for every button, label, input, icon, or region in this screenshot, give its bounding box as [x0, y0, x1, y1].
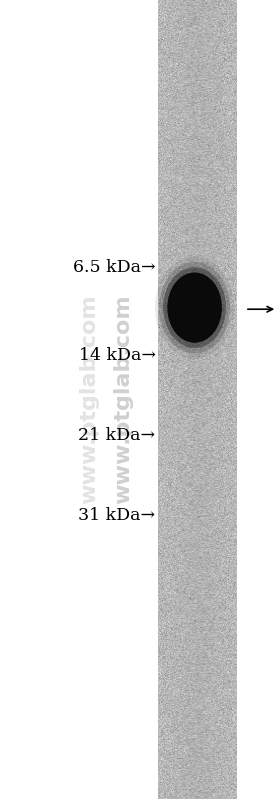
Text: 6.5 kDa→: 6.5 kDa→: [73, 259, 155, 276]
Text: www.ptglab.com: www.ptglab.com: [113, 295, 133, 504]
Ellipse shape: [159, 262, 230, 353]
Ellipse shape: [163, 267, 226, 348]
Text: 14 kDa→: 14 kDa→: [78, 347, 155, 364]
Ellipse shape: [155, 256, 234, 359]
Ellipse shape: [167, 272, 222, 343]
Text: www.ptglab.com: www.ptglab.com: [80, 295, 100, 504]
Text: 31 kDa→: 31 kDa→: [78, 507, 155, 524]
Text: 21 kDa→: 21 kDa→: [78, 427, 155, 444]
